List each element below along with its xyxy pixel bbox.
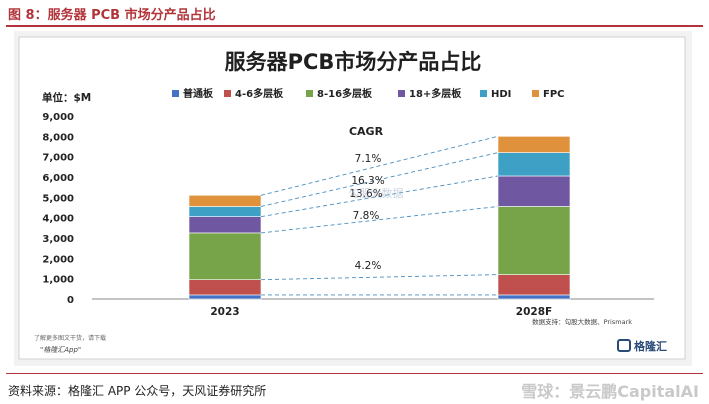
gelonghui-logo-icon: [617, 339, 631, 352]
figure-header: 图 8：服务器 PCB 市场分产品占比: [8, 8, 216, 23]
cagr-label: 13.6%: [349, 188, 382, 200]
cagr-title: CAGR: [349, 125, 384, 138]
y-tick-label: 4,000: [42, 214, 74, 225]
bar-segment: [497, 206, 571, 275]
cagr-connector: [260, 135, 499, 196]
bar-segment: [188, 216, 262, 234]
data-source-note: 数据支持：勾股大数据、Prismark: [532, 317, 632, 326]
legend-swatch: [480, 90, 487, 97]
header-rule: [6, 25, 703, 27]
bar-segment: [188, 294, 262, 300]
legend: 普通板 4-6多层板 8-16多层板 18+多层板 HDI FPC: [172, 87, 565, 100]
legend-swatch: [224, 90, 231, 97]
cagr-connector: [260, 274, 499, 281]
chart-svg: 服务器PCB市场分产品占比 单位：$M 普通板 4-6多层板 8-16多层板 18+多…: [18, 36, 686, 360]
chart-watermark: 勾股大数据: [349, 186, 404, 200]
y-axis-label: 单位：$M: [42, 91, 91, 104]
bar-segment: [188, 206, 262, 217]
cagr-label: 7.8%: [353, 210, 380, 222]
x-tick-label: 2023: [210, 306, 239, 318]
bars: [188, 136, 571, 300]
y-axis: 0 1,000 2,000 3,000 4,000 5,000 6,000 7,000 8,00…: [42, 112, 654, 306]
legend-label: 4-6多层板: [235, 87, 284, 100]
legend-label: FPC: [543, 89, 565, 100]
legend-label: 普通板: [183, 87, 214, 100]
cagr-connector: [260, 206, 499, 234]
y-tick-label: 2,000: [42, 254, 74, 265]
bar-segment: [497, 274, 571, 296]
footer-logo-text: 格隆汇: [634, 339, 667, 353]
bar-segment: [497, 175, 571, 207]
chart-title: 服务器PCB市场分产品占比: [225, 50, 482, 74]
y-tick-label: 0: [67, 295, 74, 306]
footer-app-name: "格隆汇App": [40, 346, 81, 354]
legend-swatch: [172, 90, 179, 97]
bar-segment: [188, 232, 262, 280]
x-axis: 2023 2028F: [210, 306, 552, 318]
y-tick-label: 8,000: [42, 132, 74, 143]
legend-label: HDI: [491, 89, 511, 100]
bar-segment: [188, 195, 262, 207]
footer-rule: [6, 373, 703, 374]
cagr-label: 16.3%: [351, 175, 384, 187]
y-tick-label: 5,000: [42, 193, 74, 204]
bar-segment: [497, 294, 571, 300]
cagr-connector: [260, 152, 499, 207]
chart-panel: 服务器PCB市场分产品占比 单位：$M 普通板 4-6多层板 8-16多层板 18+多…: [14, 31, 692, 366]
legend-swatch: [532, 90, 539, 97]
cagr-connector: [260, 175, 499, 218]
y-tick-label: 6,000: [42, 173, 74, 184]
legend-swatch: [398, 90, 405, 97]
legend-label: 8-16多层板: [317, 87, 373, 100]
bar-segment: [497, 152, 571, 177]
y-tick-label: 1,000: [42, 275, 74, 286]
y-tick-label: 7,000: [42, 153, 74, 164]
footer-promo: 了解更多图文干货，请下载: [34, 334, 106, 342]
x-tick-label: 2028F: [516, 306, 552, 318]
cagr-connectors: 7.1% 16.3%13.6% 7.8% 4.2%: [260, 135, 499, 296]
cagr-label: 4.2%: [355, 260, 382, 272]
brand-watermark: 雪球：景云鹏CapitalAI: [521, 382, 699, 401]
chart-card: [18, 36, 686, 360]
y-tick-label: 9,000: [42, 112, 74, 123]
bar-segment: [188, 279, 262, 296]
legend-swatch: [306, 90, 313, 97]
source-text: 资料来源：格隆汇 APP 公众号，天风证券研究所: [8, 384, 267, 398]
bar-segment: [497, 136, 571, 153]
y-tick-label: 3,000: [42, 234, 74, 245]
legend-label: 18+多层板: [409, 87, 462, 100]
cagr-label: 7.1%: [355, 153, 382, 165]
